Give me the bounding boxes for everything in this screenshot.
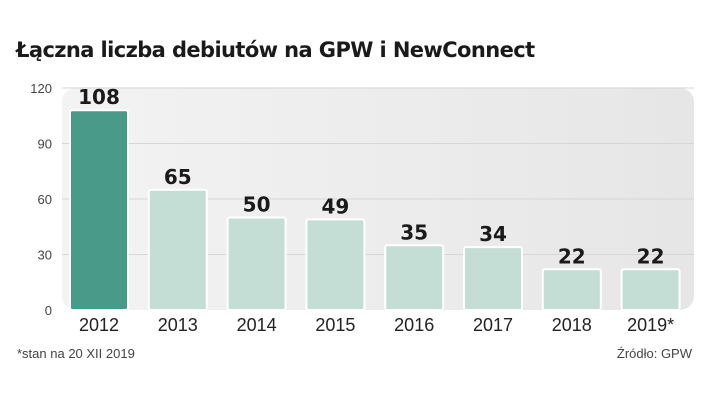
data-labels: 108 65 50 49 35 34 22 22	[78, 85, 664, 268]
bar-2019	[620, 268, 681, 311]
footnote: *stan na 20 XII 2019	[17, 346, 135, 361]
bar-2012	[69, 109, 129, 311]
bar-2016	[384, 244, 445, 311]
y-tick-label: 120	[30, 81, 52, 96]
y-tick-label: 30	[38, 248, 52, 263]
bar-2017	[463, 246, 523, 312]
bar-2014	[226, 216, 287, 311]
bars	[69, 109, 681, 312]
x-tick-label: 2016	[394, 315, 434, 335]
data-label: 108	[78, 85, 120, 109]
y-tick-label: 90	[38, 137, 52, 152]
x-tick-label: 2017	[473, 315, 513, 335]
y-axis-ticks: 0 30 60 90 120	[30, 81, 52, 318]
data-label: 65	[164, 165, 192, 189]
data-label: 49	[321, 194, 349, 218]
x-tick-label: 2019*	[627, 315, 674, 335]
x-tick-label: 2018	[552, 315, 592, 335]
data-label: 35	[400, 220, 428, 244]
x-axis-ticks: 2012 2013 2014 2015 2016 2017 2018 2019*	[79, 315, 674, 335]
data-label: 50	[243, 193, 271, 217]
x-tick-label: 2012	[79, 315, 119, 335]
bar-2015	[305, 218, 366, 312]
data-label: 34	[479, 222, 507, 246]
source-note: Źródło: GPW	[616, 346, 692, 361]
chart-title: Łączna liczba debiutów na GPW i NewConne…	[16, 38, 535, 62]
x-tick-label: 2013	[158, 315, 198, 335]
y-tick-label: 60	[38, 192, 52, 207]
data-label: 22	[637, 244, 665, 268]
y-tick-label: 0	[45, 303, 52, 318]
x-tick-label: 2015	[315, 315, 355, 335]
data-label: 22	[558, 244, 586, 268]
x-tick-label: 2014	[237, 315, 277, 335]
bar-2018	[541, 268, 602, 311]
bar-2013	[147, 188, 208, 311]
